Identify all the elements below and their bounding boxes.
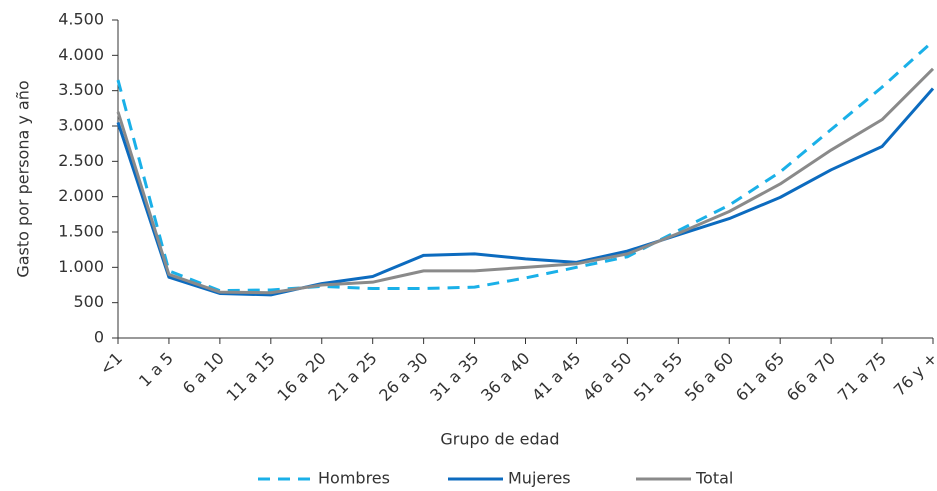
- x-tick-label: 36 a 40: [477, 349, 533, 405]
- y-tick-label: 2.000: [58, 186, 104, 205]
- x-tick-label: <1: [96, 349, 126, 379]
- x-tick-label: 6 a 10: [179, 349, 228, 398]
- x-tick-label: 56 a 60: [681, 349, 737, 405]
- x-tick-label: 31 a 35: [426, 349, 482, 405]
- x-tick-label: 16 a 20: [273, 349, 329, 405]
- y-tick-label: 4.000: [58, 45, 104, 64]
- series-line: [116, 40, 935, 293]
- x-tick-label: 41 a 45: [528, 349, 584, 405]
- x-tick-label: 61 a 65: [732, 349, 788, 405]
- x-tick-label: 1 a 5: [135, 349, 177, 391]
- legend-label: Total: [695, 469, 733, 488]
- y-tick-label: 3.500: [58, 80, 104, 99]
- y-tick-label: 500: [73, 292, 104, 311]
- y-axis-label: Gasto por persona y año: [14, 80, 33, 277]
- y-tick-label: 3.000: [58, 116, 104, 135]
- legend-label: Hombres: [318, 469, 390, 488]
- x-tick-label: 26 a 30: [375, 349, 431, 405]
- x-tick-label: 51 a 55: [630, 349, 686, 405]
- x-axis-label: Grupo de edad: [440, 430, 559, 449]
- x-tick-label: 66 a 70: [783, 349, 839, 405]
- x-tick-label: 46 a 50: [579, 349, 635, 405]
- x-tick-label: 21 a 25: [324, 349, 380, 405]
- series-line: [116, 67, 935, 295]
- x-tick-label: 71 a 75: [834, 349, 890, 405]
- x-tick-label: 11 a 15: [222, 349, 278, 405]
- y-tick-label: 0: [94, 328, 104, 347]
- series-line: [116, 87, 935, 297]
- legend-label: Mujeres: [508, 469, 571, 488]
- y-tick-label: 1.500: [58, 222, 104, 241]
- x-tick-label: 76 y +: [890, 349, 937, 400]
- y-tick-label: 1.000: [58, 257, 104, 276]
- y-tick-label: 2.500: [58, 151, 104, 170]
- y-tick-label: 4.500: [58, 10, 104, 29]
